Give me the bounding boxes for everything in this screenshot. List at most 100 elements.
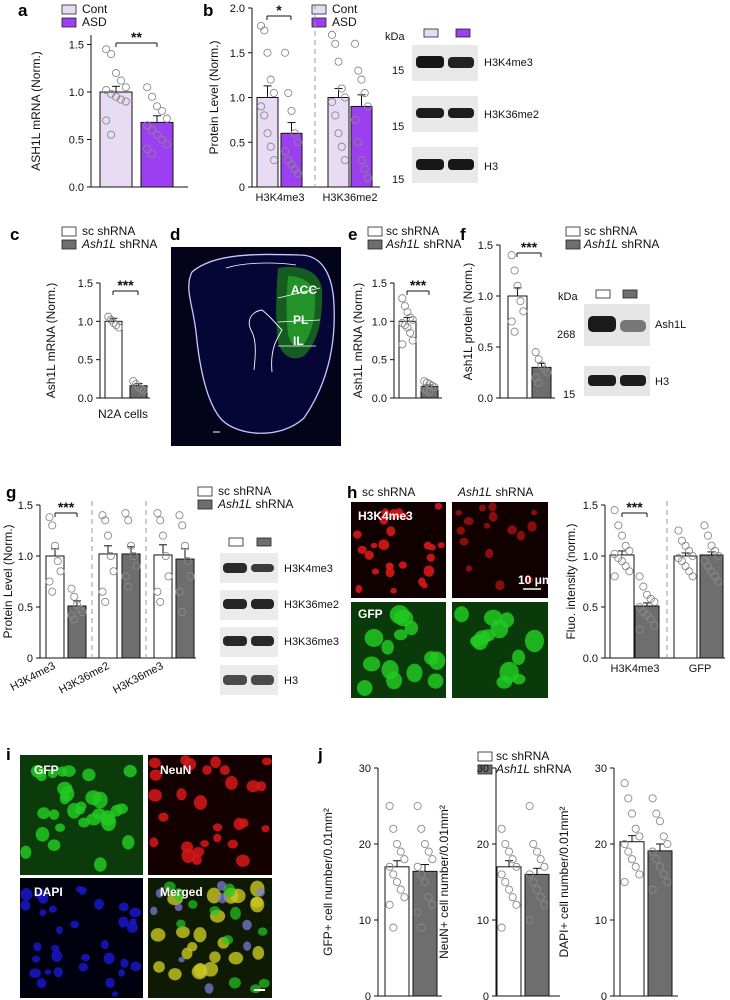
data-point-j2	[508, 855, 517, 864]
cell	[178, 956, 185, 963]
y-tick-label-f: 1.0	[478, 291, 493, 303]
data-point-j1	[417, 824, 426, 833]
h-row-gfp: GFP	[358, 607, 383, 621]
x-axis-label-c: N2A cells	[98, 407, 148, 421]
cell	[371, 568, 380, 575]
data-point-j3	[655, 817, 665, 826]
cell	[483, 522, 491, 529]
data-point-j1	[385, 801, 394, 811]
data-point-a	[107, 130, 116, 139]
cell	[82, 768, 96, 782]
svg-text:sc shRNA: sc shRNA	[218, 484, 271, 498]
cell	[209, 906, 220, 916]
cell	[130, 961, 142, 972]
cell	[385, 562, 393, 571]
svg-text:Ash1L shRNA: Ash1L shRNA	[495, 762, 571, 776]
cell	[118, 902, 129, 912]
svg-text:ASD: ASD	[332, 15, 357, 29]
data-point-j1	[392, 877, 402, 887]
cell	[150, 928, 166, 942]
data-point-e	[398, 294, 407, 303]
bar-h	[634, 605, 660, 659]
chart-b: 0 0.5 1.0 1.5 2.0 Protein Level (Norm.) * H3K4m…	[207, 2, 380, 204]
data-point-b	[357, 75, 366, 84]
data-point-j3	[635, 832, 644, 841]
data-point-j2	[532, 847, 542, 856]
data-point-a	[111, 68, 121, 78]
y-tick-label-b: 1.0	[230, 93, 245, 105]
y-tick-label-f: 0.5	[478, 342, 493, 354]
y-axis-label-b: Protein Level (Norm.)	[207, 40, 221, 154]
cell	[252, 945, 265, 960]
cell	[243, 941, 252, 951]
data-point-j2	[540, 900, 549, 909]
significance-b: *	[276, 2, 282, 18]
data-point-g	[67, 584, 76, 593]
y-tick-label-a: 0.5	[69, 135, 84, 147]
data-point-h	[714, 577, 723, 586]
cell	[258, 978, 270, 988]
data-point-a	[157, 135, 166, 144]
y-tick-label-j2: 10	[477, 915, 489, 927]
data-point-a	[157, 106, 166, 116]
cell	[48, 809, 60, 820]
data-point-g	[129, 551, 138, 561]
y-tick-label-j3: 20	[595, 839, 607, 851]
data-point-g	[161, 551, 170, 561]
cell	[20, 845, 32, 859]
data-point-g	[121, 572, 130, 581]
cell	[47, 768, 58, 779]
blot-g-band-4: H3	[284, 675, 298, 687]
data-point-j2	[512, 862, 521, 871]
data-point-g	[101, 516, 110, 525]
cell	[60, 785, 75, 802]
cell	[256, 887, 265, 897]
data-point-j1	[413, 908, 422, 917]
y-tick-label-g: 1.0	[18, 551, 33, 563]
data-point-h	[703, 531, 713, 540]
cell	[210, 756, 221, 769]
i-label-gfp: GFP	[34, 763, 59, 777]
data-point-a	[143, 144, 152, 154]
cell	[512, 649, 526, 666]
y-tick-label-c: 1.0	[78, 316, 93, 328]
data-point-b	[357, 156, 366, 165]
data-point-j2	[504, 847, 514, 856]
cell	[111, 991, 119, 997]
blot-b-band-1: H3K4me3	[484, 57, 533, 69]
blot-b: kDa 15 H3K4me3 15 H3K36me2 15 H3	[385, 28, 539, 186]
cell	[94, 898, 104, 910]
data-point-j1	[400, 855, 409, 864]
cell	[236, 854, 250, 867]
blot-g-band-3: H3K36me3	[284, 636, 339, 648]
cell	[230, 906, 241, 920]
data-point-a	[143, 83, 152, 92]
data-point-f	[510, 327, 519, 336]
data-point-h	[714, 551, 723, 561]
legend-b: Cont ASD	[311, 2, 358, 29]
cell	[75, 886, 84, 893]
cell	[110, 804, 123, 817]
bar-j1	[384, 866, 410, 997]
cell	[459, 537, 469, 546]
cell	[530, 509, 538, 516]
y-tick-label-j1: 30	[359, 763, 371, 775]
significance-e: ***	[410, 277, 427, 293]
chart-c: 0.0 0.5 1.0 1.5 Ash1L mRNA (Norm.) *** N2A cel…	[44, 277, 150, 421]
data-point-b	[360, 165, 369, 174]
significance-f: ***	[521, 239, 538, 255]
chart-j3: 0 10 20 30 DAPI+ cell number/0.01mm²	[557, 763, 678, 1000]
significance-a: **	[131, 29, 142, 45]
cell	[246, 780, 261, 793]
blot-b-band-3: H3	[484, 161, 498, 173]
data-point-h	[688, 551, 697, 561]
cell	[149, 769, 162, 781]
data-point-h	[700, 521, 709, 530]
cell	[206, 887, 222, 904]
data-point-c	[114, 323, 123, 332]
data-point-a	[116, 95, 125, 104]
cell	[202, 765, 212, 775]
cell	[423, 565, 435, 577]
